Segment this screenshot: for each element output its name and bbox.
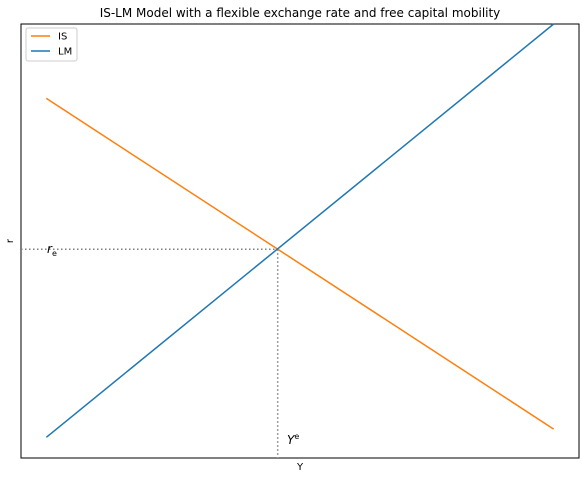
equilibrium-output-superscript: e — [294, 432, 299, 441]
legend-label-lm: LM — [58, 47, 72, 58]
equilibrium-output-label: Ye — [287, 432, 299, 447]
equilibrium-guides — [21, 248, 279, 458]
equilibrium-output-symbol: Y — [287, 433, 296, 447]
legend: IS LM — [25, 27, 78, 62]
plot-area-frame — [20, 23, 580, 459]
series-layer — [45, 23, 555, 438]
equilibrium-rate-label: re — [47, 242, 57, 258]
chart-title: IS-LM Model with a flexible exchange rat… — [100, 6, 501, 20]
x-axis-label: Y — [296, 462, 304, 473]
series-lm-line — [45, 23, 555, 438]
equilibrium-rate-subscript: e — [52, 249, 57, 258]
legend-label-is: IS — [58, 32, 67, 43]
series-is-line — [45, 97, 555, 430]
y-axis-label: r — [5, 238, 16, 243]
equilibrium-rate-symbol: r — [47, 242, 53, 256]
